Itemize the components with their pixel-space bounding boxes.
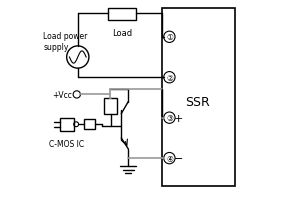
Text: SSR: SSR (185, 95, 209, 109)
Bar (104, 99, 117, 114)
Bar (60, 118, 74, 131)
Text: Load power
supply: Load power supply (43, 32, 88, 51)
Text: ④: ④ (166, 154, 173, 163)
Bar (108, 9, 137, 20)
Text: C-MOS IC: C-MOS IC (49, 139, 84, 148)
Text: Load: Load (112, 29, 132, 38)
Text: +Vcc: +Vcc (52, 91, 72, 99)
Text: +: + (174, 113, 183, 123)
Bar (162, 9, 235, 186)
Text: ①: ① (166, 33, 173, 42)
Text: ③: ③ (166, 114, 173, 123)
Bar (84, 120, 95, 130)
Text: −: − (174, 153, 183, 163)
Text: ②: ② (166, 73, 173, 82)
